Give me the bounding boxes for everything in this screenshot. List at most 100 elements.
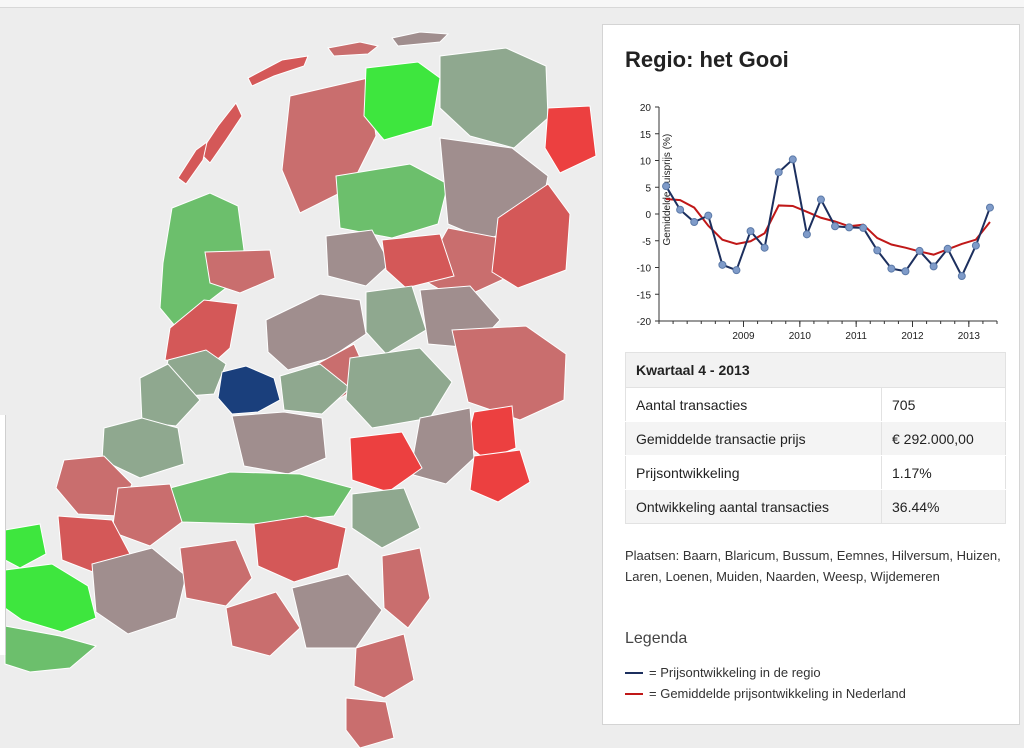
data-point-regio [788, 155, 797, 164]
data-point-regio [985, 203, 994, 212]
stats-label: Prijsontwikkeling [625, 455, 882, 490]
data-point-regio [859, 223, 868, 232]
map-region-oldambt[interactable] [544, 105, 597, 174]
stats-header: Kwartaal 4 - 2013 [625, 352, 1006, 388]
map-region-west-brabant[interactable] [91, 547, 187, 635]
map-region-zaanstreek[interactable] [164, 299, 239, 367]
map-region-flevoland[interactable] [265, 293, 367, 371]
region-title: Regio: het Gooi [625, 47, 789, 72]
legend-item-regio: = Prijsontwikkeling in de regio [625, 665, 821, 680]
map-region-twente[interactable] [451, 325, 567, 421]
y-tick-label: -20 [637, 317, 652, 328]
data-point-regio [915, 246, 924, 255]
places-list: Plaatsen: Baarn, Blaricum, Bussum, Eemne… [625, 548, 1001, 584]
map-region-haarlem[interactable] [139, 363, 201, 427]
map-region-walcheren[interactable] [4, 523, 47, 569]
map-region-west-friesland[interactable] [204, 249, 276, 294]
data-point-regio [704, 211, 713, 220]
data-point-regio [901, 267, 910, 276]
data-point-regio [802, 230, 811, 239]
legend-label-nl: = Gemiddelde prijsontwikkeling in Nederl… [649, 686, 906, 701]
map-region-zwolle[interactable] [365, 285, 427, 355]
x-tick-label: 2011 [845, 331, 867, 342]
map-region-nijmegen[interactable] [351, 487, 421, 549]
map-region-tilburg[interactable] [225, 591, 301, 657]
legend-swatch-nl [625, 692, 643, 695]
y-tick-label: 15 [640, 130, 652, 141]
stats-value: 36.44% [881, 489, 1006, 524]
map-region-arnhem[interactable] [349, 431, 423, 493]
y-tick-label: -15 [637, 290, 652, 301]
stats-value: 1.17% [881, 455, 1006, 490]
stats-row: Aantal transacties 705 [625, 387, 1006, 422]
map-region-zuid-beveland[interactable] [4, 563, 97, 633]
legend-title: Legenda [625, 630, 688, 647]
map-region-doetinchem[interactable] [469, 449, 531, 503]
map-region-eemland[interactable] [279, 363, 351, 415]
y-tick-label: 0 [645, 210, 651, 221]
y-tick-label: 5 [645, 183, 651, 194]
stats-row: Prijsontwikkeling 1.17% [625, 455, 1006, 490]
data-point-regio [760, 243, 769, 252]
data-point-regio [831, 222, 840, 231]
map-region-steenwijk[interactable] [381, 233, 455, 289]
data-point-regio [845, 223, 854, 232]
x-tick-label: 2009 [732, 331, 755, 342]
y-tick-label: 20 [640, 103, 652, 114]
netherlands-regions-map[interactable] [0, 8, 600, 748]
quarter-stats-table: Kwartaal 4 - 2013 Aantal transacties 705… [625, 352, 1006, 524]
stats-row: Ontwikkeling aantal transacties 36.44% [625, 489, 1006, 524]
series-line-nl [665, 198, 991, 256]
y-tick-label: 10 [640, 157, 652, 168]
stats-label: Ontwikkeling aantal transacties [625, 489, 882, 524]
data-point-regio [873, 246, 882, 255]
map-island-schiermonnikoog[interactable] [391, 31, 450, 47]
map-island-texel[interactable] [199, 102, 243, 164]
y-tick-label: -5 [642, 237, 651, 248]
x-tick-label: 2012 [901, 331, 924, 342]
map-region-zuid-limburg[interactable] [345, 697, 395, 748]
x-tick-label: 2010 [789, 331, 812, 342]
data-point-regio [816, 195, 825, 204]
data-point-regio [676, 205, 685, 214]
map-region-midden-limburg[interactable] [353, 633, 415, 699]
map-region-noord-holland-north[interactable] [159, 192, 245, 327]
map-region-zeeuws-vlaanderen[interactable] [4, 625, 98, 673]
data-point-regio [732, 266, 741, 275]
map-island-ameland[interactable] [327, 41, 380, 57]
map-region-achterhoek[interactable] [409, 407, 475, 485]
map-region-het-gooi-selected[interactable] [217, 365, 281, 415]
map-island-terschelling[interactable] [247, 55, 309, 87]
map-region-breda[interactable] [179, 539, 253, 607]
map-region-utrecht[interactable] [231, 411, 327, 475]
map-region-groningen[interactable] [439, 47, 549, 149]
map-region-friesland-south[interactable] [335, 163, 449, 239]
stats-value: 705 [881, 387, 1006, 422]
map-region-rotterdam[interactable] [111, 483, 183, 547]
series-line-regio [665, 157, 991, 279]
data-point-regio [971, 241, 980, 250]
stats-value: € 292.000,00 [881, 421, 1006, 456]
map-region-den-bosch[interactable] [253, 515, 347, 583]
data-point-regio [690, 218, 699, 227]
data-point-regio [887, 264, 896, 273]
map-region-rivierenland[interactable] [169, 471, 353, 525]
stats-row: Gemiddelde transactie prijs € 292.000,00 [625, 421, 1006, 456]
stats-label: Gemiddelde transactie prijs [625, 421, 882, 456]
map-island-vlieland[interactable] [177, 140, 208, 185]
legend-label-regio: = Prijsontwikkeling in de regio [649, 665, 821, 680]
region-info-panel: Regio: het Gooi 20 15 10 5 0 -5 -10 -15 -20 2009 2… [602, 24, 1020, 725]
stats-header-row: Kwartaal 4 - 2013 [625, 352, 1006, 388]
data-point-regio [957, 272, 966, 281]
data-point-regio [662, 182, 671, 191]
left-panel-edge [0, 415, 6, 655]
map-region-leeuwarden[interactable] [363, 61, 441, 141]
map-region-noord-limburg[interactable] [381, 547, 431, 629]
top-toolbar [0, 0, 1024, 8]
map-region-emmen[interactable] [491, 183, 571, 289]
data-point-regio [746, 227, 755, 236]
map-region-noordoostpolder[interactable] [325, 229, 391, 287]
y-tick-label: -10 [637, 264, 652, 275]
map-region-eindhoven[interactable] [291, 573, 383, 649]
